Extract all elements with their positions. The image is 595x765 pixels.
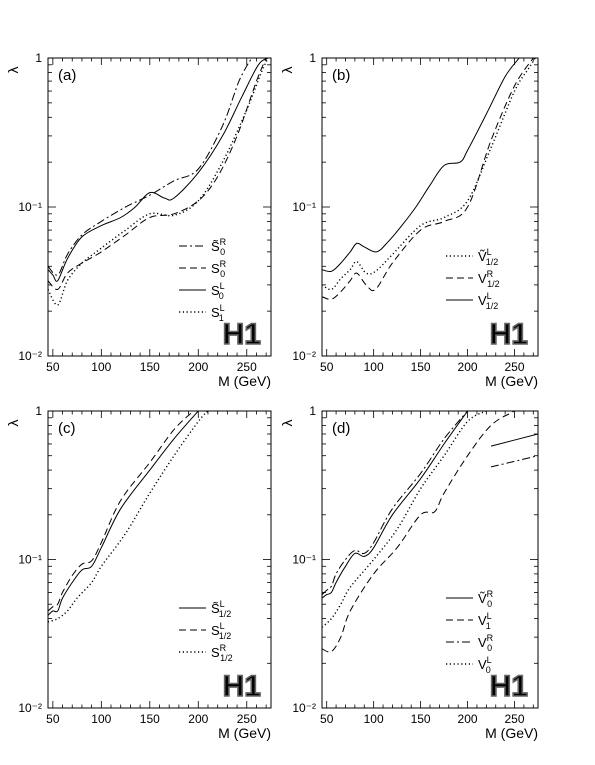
plot-frame	[321, 410, 539, 709]
x-tick-label: 250	[505, 712, 525, 726]
chart-panel-b: 50 100 150 200 250 10⁻² 10⁻¹ 1 λ M (GeV) (b) H1 ṼL 1…	[279, 51, 539, 389]
chart-panel-c: 50 100 150 200 250 10⁻² 10⁻¹ 1 λ M (GeV) (c) H1 S̃L 1…	[5, 404, 272, 741]
y-tick-label: 10⁻²	[292, 701, 316, 715]
legend-label: S̃R 0	[211, 237, 227, 257]
h1-logo: H1	[490, 318, 528, 351]
legend-label: VR 1/2	[478, 269, 500, 289]
y-tick-label: 10⁻¹	[18, 553, 42, 567]
legend-label: VR 0	[478, 633, 494, 653]
x-axis-title: M (GeV)	[485, 373, 538, 389]
legend-label: ṼL 1/2	[478, 247, 498, 267]
plot-frame	[321, 57, 539, 357]
x-tick-label: 100	[364, 712, 384, 726]
segment-line	[490, 455, 538, 468]
x-tick-label: 150	[411, 712, 431, 726]
series-line	[48, 58, 253, 276]
curves	[322, 411, 538, 653]
curves	[48, 58, 269, 306]
series-line	[48, 58, 269, 282]
x-tick-label: 150	[411, 360, 431, 374]
y-axis-title: λ	[279, 420, 295, 427]
series-line	[48, 411, 209, 623]
legend-label: SL 0	[211, 281, 225, 301]
x-tick-label: 200	[458, 712, 478, 726]
x-tick-label: 150	[140, 360, 160, 374]
series-line	[322, 58, 536, 291]
x-tick-label: 200	[188, 712, 208, 726]
panel-label: (d)	[332, 420, 350, 437]
x-tick-label: 100	[91, 712, 111, 726]
plot-frame	[47, 410, 272, 709]
y-axis-title: λ	[5, 420, 21, 427]
series-line	[322, 411, 469, 599]
legend-label: S̃L 1/2	[211, 599, 231, 619]
series-line	[322, 411, 516, 653]
curves	[48, 411, 209, 623]
x-tick-label: 150	[140, 712, 160, 726]
y-axis-title: λ	[279, 67, 295, 74]
panel-label: (a)	[58, 67, 76, 84]
x-tick-label: 200	[458, 360, 478, 374]
h1-logo: H1	[223, 670, 261, 703]
series-line	[48, 411, 194, 612]
x-tick-label: 50	[46, 360, 60, 374]
x-tick-label: 50	[320, 360, 334, 374]
x-axis-title: M (GeV)	[485, 725, 538, 741]
x-tick-label: 50	[320, 712, 334, 726]
y-tick-label: 10⁻²	[292, 349, 316, 363]
y-tick-label: 1	[309, 51, 316, 65]
panel-label: (b)	[332, 67, 350, 84]
x-axis-title: M (GeV)	[218, 725, 271, 741]
x-tick-label: 50	[46, 712, 60, 726]
x-tick-label: 200	[188, 360, 208, 374]
legend-label: SR 0	[211, 259, 227, 279]
y-tick-label: 10⁻²	[18, 701, 42, 715]
series-line	[322, 411, 487, 628]
series-line	[48, 58, 267, 290]
chart-panel-a: 50 100 150 200 250 10⁻² 10⁻¹ 1 λ M (GeV) (a) H1 S̃R 0…	[5, 51, 272, 389]
chart-panel-d: 50 100 150 200 250 10⁻² 10⁻¹ 1 λ M (GeV) (d) H1 ṼR 0…	[279, 404, 539, 741]
legend-label: VL 1	[478, 611, 492, 631]
curves	[322, 58, 536, 300]
x-tick-label: 250	[237, 712, 257, 726]
x-axis-title: M (GeV)	[218, 373, 271, 389]
y-tick-label: 10⁻¹	[292, 200, 316, 214]
legend-label: SL 1	[211, 303, 225, 323]
y-tick-label: 1	[35, 404, 42, 418]
series-line	[48, 411, 199, 616]
legend-label: SR 1/2	[211, 643, 233, 663]
plot-frame	[47, 57, 272, 357]
y-tick-label: 10⁻²	[18, 349, 42, 363]
series-line	[322, 58, 534, 300]
y-tick-label: 1	[35, 51, 42, 65]
y-tick-label: 1	[309, 404, 316, 418]
legend-label: VL 1/2	[478, 291, 498, 311]
legend-label: VL 0	[478, 655, 492, 675]
h1-logo: H1	[490, 670, 528, 703]
legend-label: SL 1/2	[211, 621, 231, 641]
y-tick-label: 10⁻¹	[18, 200, 42, 214]
x-tick-label: 250	[505, 360, 525, 374]
x-tick-label: 100	[364, 360, 384, 374]
series-line	[48, 58, 269, 306]
y-axis-title: λ	[5, 67, 21, 74]
series-line	[322, 411, 468, 595]
panel-label: (c)	[58, 420, 76, 437]
segment-line	[490, 433, 538, 447]
series-line	[322, 58, 520, 273]
legend-label: ṼR 0	[478, 589, 494, 609]
x-tick-label: 250	[237, 360, 257, 374]
h1-logo: H1	[223, 318, 261, 351]
x-tick-label: 100	[91, 360, 111, 374]
y-tick-label: 10⁻¹	[292, 553, 316, 567]
